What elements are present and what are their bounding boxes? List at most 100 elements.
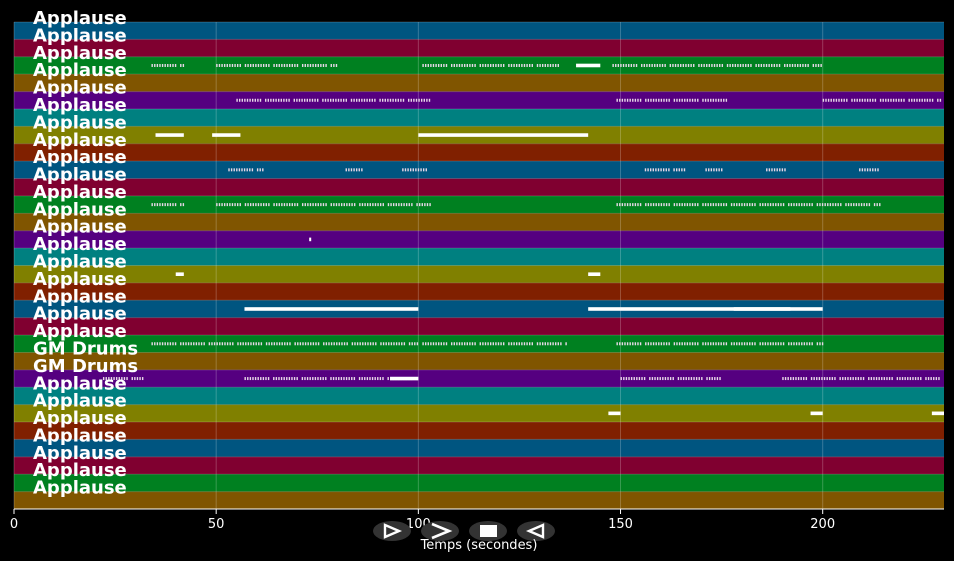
note-tick: [795, 342, 798, 346]
note-tick: [353, 98, 355, 102]
note-tick: [280, 98, 282, 102]
note-tick: [430, 63, 432, 67]
track-band: [14, 213, 944, 231]
note-tick: [781, 168, 784, 172]
stop-button[interactable]: [469, 521, 507, 541]
note-tick: [469, 342, 471, 346]
note-tick: [662, 377, 664, 381]
note-tick: [723, 203, 725, 207]
note-tick: [285, 98, 288, 102]
note-tick: [769, 342, 772, 346]
note-tick: [641, 63, 643, 67]
track-band: [14, 56, 944, 75]
track-label: Applause: [33, 217, 127, 238]
note-tick: [304, 63, 306, 67]
note-tick: [628, 377, 630, 381]
note-tick: [619, 203, 621, 207]
note-tick: [626, 203, 629, 207]
note-tick: [322, 203, 325, 207]
note-tick: [395, 203, 397, 207]
note-tick: [690, 63, 692, 67]
note-tick: [708, 168, 710, 172]
note-tick: [203, 342, 205, 346]
note-tick: [280, 377, 283, 381]
note-tick: [230, 168, 233, 172]
note-tick: [426, 98, 428, 102]
note-tick: [255, 63, 257, 67]
note-tick: [325, 203, 327, 207]
note-tick: [296, 98, 298, 102]
note-tick: [769, 203, 772, 207]
note-tick: [901, 377, 904, 381]
note-tick: [310, 342, 312, 346]
note-tick: [260, 63, 262, 67]
note-tick: [768, 168, 771, 172]
note-tick: [721, 168, 723, 172]
note-tick: [879, 98, 882, 102]
note-tick: [251, 168, 254, 172]
track-band: [14, 282, 944, 301]
note-tick: [680, 377, 682, 381]
note-tick: [265, 63, 267, 67]
note-tick: [697, 342, 699, 346]
x-tick-label: 200: [810, 517, 835, 532]
note-tick: [377, 203, 379, 207]
note-tick: [754, 203, 756, 207]
note-tick: [837, 203, 839, 207]
note-tick: [368, 98, 371, 102]
play-button[interactable]: [373, 521, 411, 541]
x-tick-label: 0: [10, 517, 18, 532]
note-tick: [725, 342, 728, 346]
x-tick-label: 150: [608, 517, 633, 532]
rewind-button[interactable]: [517, 521, 555, 541]
note-tick: [782, 377, 784, 381]
note-tick: [252, 377, 254, 381]
note-tick: [681, 98, 683, 102]
forward-button[interactable]: [421, 521, 459, 541]
note-tick: [913, 98, 916, 102]
note-tick: [879, 203, 881, 207]
note-tick: [304, 377, 306, 381]
note-tick: [626, 98, 629, 102]
x-axis-label: Temps (secondes): [420, 538, 538, 553]
note-tick: [382, 342, 385, 346]
note-tick: [390, 342, 393, 346]
note-tick: [822, 98, 825, 102]
note-tick: [881, 377, 883, 381]
track-label: Applause: [33, 78, 127, 99]
note-tick: [169, 342, 172, 346]
note-tick: [659, 63, 661, 67]
note-tick: [229, 203, 231, 207]
note-tick: [683, 168, 686, 172]
note-tick: [790, 342, 793, 346]
note-tick: [169, 63, 172, 67]
note-tick: [337, 98, 340, 102]
note-tick: [662, 168, 665, 172]
note-tick: [398, 342, 400, 346]
note-tick: [743, 203, 746, 207]
note-tick: [322, 98, 324, 102]
note-tick: [236, 203, 239, 207]
note-tick: [328, 342, 330, 346]
note-tick: [764, 203, 767, 207]
note-tick: [634, 98, 637, 102]
note-tick: [680, 63, 682, 67]
note-tick: [286, 342, 289, 346]
note-tick: [200, 342, 203, 346]
note-tick: [239, 342, 242, 346]
note-tick: [765, 63, 768, 67]
track-band: [14, 456, 944, 475]
note-tick: [325, 63, 327, 67]
note-tick: [461, 342, 463, 346]
note-tick: [676, 203, 678, 207]
note-tick: [272, 98, 275, 102]
note-tick: [689, 203, 691, 207]
note-tick: [335, 98, 337, 102]
note-tick: [427, 63, 429, 67]
note-tick: [629, 98, 631, 102]
note-tick: [861, 98, 864, 102]
note-tick: [698, 377, 700, 381]
note-tick: [660, 168, 662, 172]
note-tick: [665, 342, 668, 346]
note-tick: [621, 203, 624, 207]
